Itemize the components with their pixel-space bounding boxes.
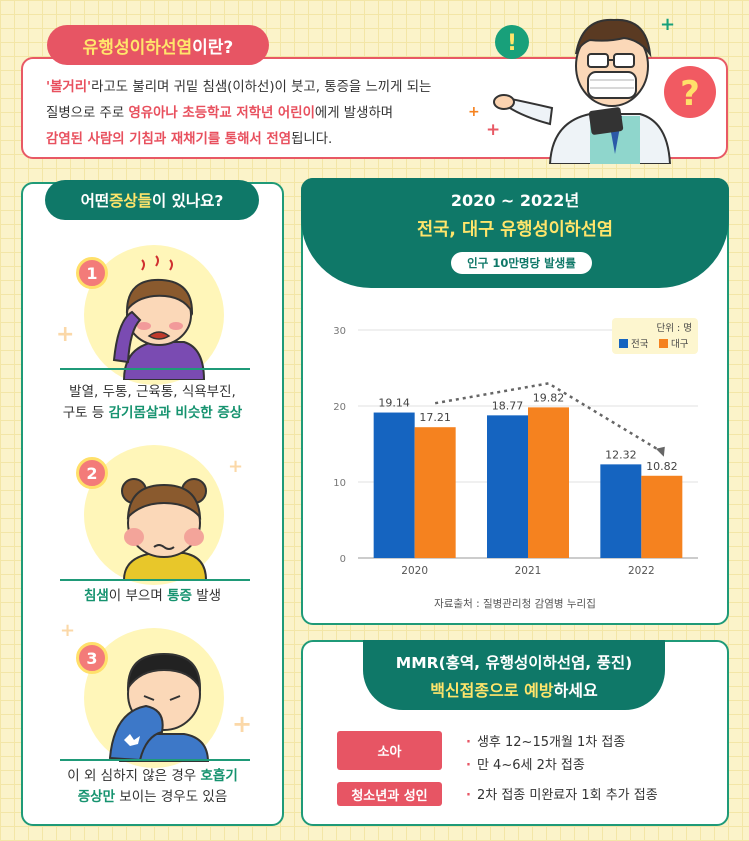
definition-title-suffix: 이란? [192,37,234,58]
definition-title-highlight: 유행성이하선염 [82,37,193,58]
bar-chart: 0 10 20 30 19.14 17.21 2020 18.77 19.82 2021 12.3… [333,318,698,577]
mmr-item-2-text: 만 4~6세 2차 접종 [476,758,585,773]
bar-대구-2021 [528,407,569,558]
symptom1-line2: 구토 등 [62,405,109,421]
definition-text: '볼거리'라고도 불리며 귀밑 침샘(이하선)이 붓고, 통증을 느끼게 되는 … [46,75,516,153]
symptoms-title-a: 어떤 [80,192,110,210]
symptom3-highlight1: 호흡기 [200,768,238,784]
y-tick-label: 30 [333,326,346,337]
group-tag-children: 소아 [337,731,442,770]
data-label: 18.77 [492,399,524,412]
data-label: 17.21 [419,411,451,424]
doctor-illustration: ! ? + [493,14,716,164]
symptoms-title: 어떤 증상들 이 있나요? [45,180,259,220]
symptom2-highlight2: 통증 [167,588,192,604]
plus-decor-6: + [232,710,253,738]
mmr-subtitle-rest: 하세요 [553,681,598,700]
mmr-subtitle-highlight: 백신접종으로 예방 [430,681,554,700]
plus-decor-3: + [56,322,75,347]
definition-title: 유행성이하선염 이란? [47,25,269,65]
data-label: 19.82 [533,391,565,404]
symptom2-text-a: 이 부으며 [108,588,168,604]
bar-대구-2022 [641,475,683,558]
x-tick-label: 2020 [401,565,428,577]
legend-label: 대구 [671,339,689,350]
y-tick-label: 20 [333,402,346,413]
definition-target-group: 영유아나 초등학교 저학년 어린이 [128,106,315,121]
symptom3-illustration [108,652,210,762]
symptom-number-2: 2 [76,457,108,489]
legend-swatch-전국 [619,339,628,348]
group-tag-adults: 청소년과 성인 [337,782,442,806]
mmr-header [363,640,665,710]
symptom1-line1: 발열, 두통, 근육통, 식욕부진, [69,384,236,400]
symptoms-title-c: 이 있나요? [151,192,224,210]
svg-text:!: ! [507,31,517,56]
symptom2-illustration [121,478,208,580]
chart-source: 자료출처 : 질병관리청 감염병 누리집 [434,598,596,610]
plus-decor-5: + [60,620,76,641]
chart-title: 전국, 대구 유행성이하선염 [417,220,613,240]
mmr-subtitle: 백신접종으로 예방하세요 [363,677,665,701]
symptom1-highlight: 감기몸살과 비슷한 증상 [108,405,243,421]
plus-decor-2: + [486,120,501,140]
symptom2-text-b: 발생 [191,588,222,604]
symptom3-text-b: 보이는 경우도 있음 [115,789,228,805]
symptom2-underline [60,579,250,581]
svg-text:?: ? [680,74,700,114]
symptom3-highlight2: 증상만 [77,789,116,805]
symptoms-title-highlight: 증상들 [109,192,152,210]
mmr-item-1-text: 생후 12~15개월 1차 접종 [476,735,626,750]
legend-box [612,318,698,354]
definition-line3b: 됩니다. [291,132,333,147]
definition-nickname: '볼거리' [46,80,92,95]
symptom2-text: 침샘이 부으며 통증 발생 [21,586,284,607]
mmr-item-3: · 2차 접종 미완료자 1회 추가 접종 [466,788,658,803]
symptom3-underline [60,759,250,761]
x-tick-label: 2022 [628,565,655,577]
symptom2-highlight1: 침샘 [83,588,109,604]
data-label: 12.32 [605,448,637,461]
mmr-item-2: · 만 4~6세 2차 접종 [466,758,585,773]
bar-전국-2022 [600,464,642,558]
bar-대구-2020 [414,427,456,558]
plus-decor-1: + [468,104,480,120]
x-tick-label: 2021 [515,565,542,577]
data-label: 19.14 [378,397,410,410]
symptom-number-1: 1 [76,257,108,289]
definition-line1: 라고도 불리며 귀밑 침샘(이하선)이 붓고, 통증을 느끼게 되는 [91,80,432,95]
bar-전국-2021 [487,415,528,558]
plus-decor-4: + [228,456,244,477]
mmr-title: MMR(홍역, 유행성이하선염, 풍진) [395,654,633,672]
svg-text:+: + [660,14,675,35]
legend-swatch-대구 [659,339,668,348]
y-tick-label: 0 [340,554,346,565]
symptom1-illustration [112,255,206,380]
legend-unit: 단위 : 명 [657,322,692,334]
symptom3-text: 이 외 심하지 않은 경우 호흡기 증상만 보이는 경우도 있음 [21,766,284,808]
y-tick-label: 10 [333,478,346,489]
mmr-item-3-text: 2차 접종 미완료자 1회 추가 접종 [476,788,658,803]
trend-line [434,382,663,453]
legend-label: 전국 [631,339,649,350]
chart-subtitle-pill: 인구 10만명당 발생률 [451,252,592,274]
mmr-item-1: · 생후 12~15개월 1차 접종 [466,735,626,750]
definition-line2b: 에게 발생하며 [314,106,394,121]
definition-transmission: 감염된 사람의 기침과 재채기를 통해서 전염 [46,132,292,147]
definition-line2a: 질병으로 주로 [46,106,129,121]
symptom1-underline [60,368,250,370]
symptom3-text-a: 이 외 심하지 않은 경우 [67,768,201,784]
data-label: 10.82 [646,460,678,473]
symptom-number-3: 3 [76,642,108,674]
bar-전국-2020 [373,412,415,558]
symptom1-text: 발열, 두통, 근육통, 식욕부진, 구토 등 감기몸살과 비슷한 증상 [21,382,284,424]
chart-title-years: 2020 ~ 2022년 [450,191,580,210]
trend-arrowhead [655,446,665,457]
